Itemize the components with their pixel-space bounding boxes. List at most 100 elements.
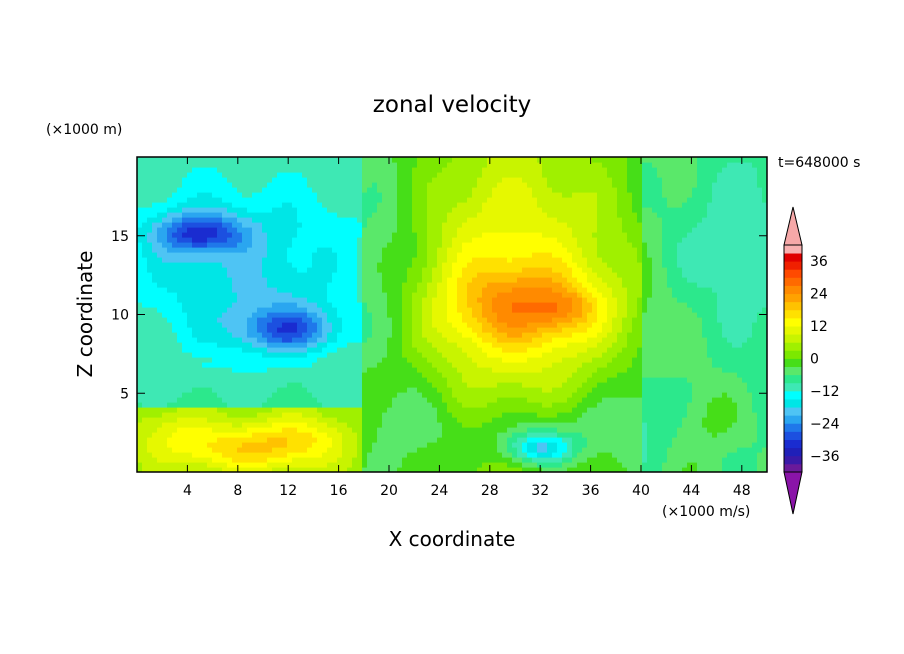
contour-cell (277, 217, 283, 223)
contour-cell (277, 172, 283, 178)
contour-cell (262, 437, 268, 443)
contour-cell (367, 292, 373, 298)
contour-cell (222, 182, 228, 188)
contour-cell (367, 227, 373, 233)
contour-cell (262, 402, 268, 408)
contour-cell (247, 212, 253, 218)
contour-cell (412, 287, 418, 293)
contour-cell (332, 252, 338, 258)
contour-cell (367, 182, 373, 188)
contour-cell (222, 357, 228, 363)
contour-cell (302, 417, 308, 423)
contour-cell (492, 312, 498, 318)
contour-cell (227, 172, 233, 178)
contour-cell (197, 192, 203, 198)
contour-cell (147, 182, 153, 188)
contour-cell (387, 402, 393, 408)
contour-cell (372, 397, 378, 403)
contour-cell (172, 262, 178, 268)
contour-cell (472, 437, 478, 443)
contour-cell (492, 407, 498, 413)
contour-cell (332, 402, 338, 408)
contour-cell (427, 457, 433, 463)
contour-cell (277, 297, 283, 303)
contour-cell (337, 467, 343, 472)
contour-cell (342, 467, 348, 472)
contour-cell (242, 427, 248, 433)
contour-cell (292, 367, 298, 373)
contour-cell (422, 427, 428, 433)
contour-cell (482, 362, 488, 368)
contour-cell (257, 177, 263, 183)
contour-cell (287, 282, 293, 288)
contour-cell (292, 372, 298, 378)
contour-cell (527, 372, 533, 378)
contour-cell (272, 447, 278, 453)
contour-cell (467, 442, 473, 448)
contour-cell (402, 392, 408, 398)
contour-cell (432, 242, 438, 248)
contour-cell (337, 337, 343, 343)
contour-cell (157, 162, 163, 168)
contour-cell (187, 262, 193, 268)
contour-cell (312, 297, 318, 303)
contour-cell (282, 272, 288, 278)
contour-cell (407, 322, 413, 328)
contour-cell (472, 457, 478, 463)
contour-cell (167, 462, 173, 468)
contour-cell (412, 427, 418, 433)
contour-cell (437, 352, 443, 358)
contour-cell (407, 387, 413, 393)
contour-cell (467, 157, 473, 163)
contour-cell (142, 467, 148, 472)
contour-cell (182, 262, 188, 268)
contour-cell (237, 382, 243, 388)
contour-cell (367, 387, 373, 393)
contour-cell (292, 157, 298, 163)
contour-cell (142, 177, 148, 183)
contour-cell (337, 307, 343, 313)
contour-cell (512, 282, 518, 288)
contour-cell (147, 392, 153, 398)
contour-cell (247, 352, 253, 358)
contour-cell (262, 302, 268, 308)
contour-cell (427, 237, 433, 243)
contour-cell (352, 277, 358, 283)
contour-cell (392, 387, 398, 393)
contour-cell (297, 232, 303, 238)
contour-cell (302, 232, 308, 238)
contour-cell (427, 317, 433, 323)
contour-cell (472, 452, 478, 458)
contour-cell (402, 422, 408, 428)
contour-cell (342, 387, 348, 393)
contour-cell (177, 447, 183, 453)
contour-cell (372, 327, 378, 333)
contour-cell (167, 432, 173, 438)
contour-cell (452, 222, 458, 228)
contour-cell (152, 392, 158, 398)
contour-cell (442, 392, 448, 398)
contour-cell (457, 187, 463, 193)
contour-cell (517, 257, 523, 263)
contour-cell (377, 232, 383, 238)
contour-cell (452, 207, 458, 213)
contour-cell (512, 192, 518, 198)
contour-cell (412, 182, 418, 188)
contour-cell (212, 292, 218, 298)
contour-cell (487, 367, 493, 373)
contour-cell (207, 362, 213, 368)
contour-cell (157, 227, 163, 233)
contour-cell (497, 427, 503, 433)
contour-cell (377, 407, 383, 413)
contour-cell (267, 417, 273, 423)
contour-cell (467, 317, 473, 323)
contour-cell (457, 287, 463, 293)
contour-cell (502, 437, 508, 443)
contour-cell (437, 172, 443, 178)
contour-cell (522, 272, 528, 278)
contour-cell (192, 372, 198, 378)
contour-cell (142, 217, 148, 223)
contour-cell (522, 402, 528, 408)
contour-cell (492, 302, 498, 308)
contour-cell (522, 377, 528, 383)
